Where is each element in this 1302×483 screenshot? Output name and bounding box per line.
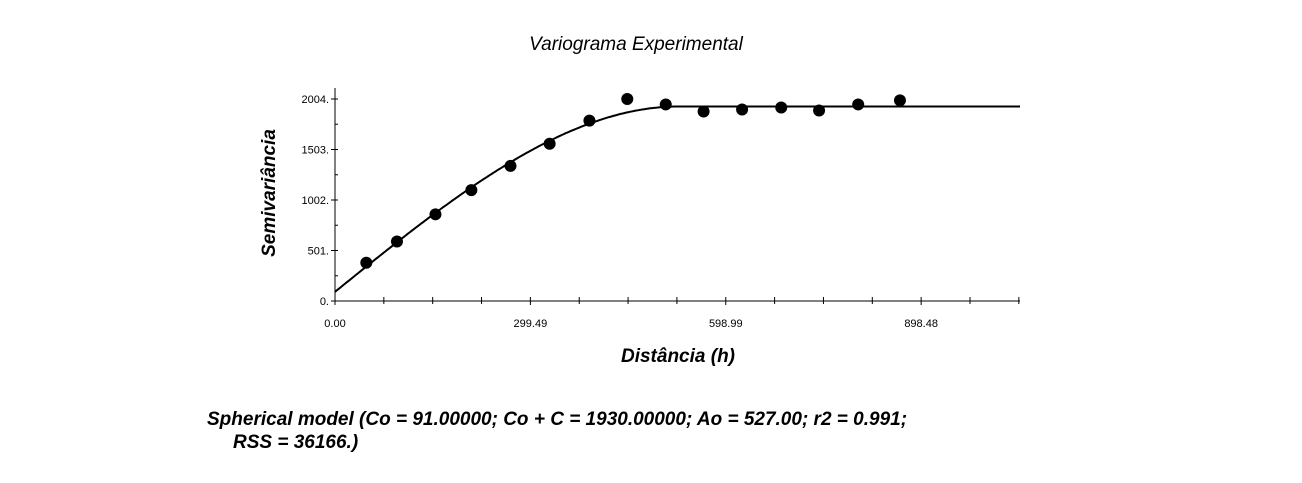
data-point [583, 114, 596, 127]
data-point [390, 235, 403, 248]
x-axis-label: Distância (h) [621, 346, 735, 367]
spherical-model-curve [334, 105, 1020, 293]
data-point [852, 98, 865, 111]
data-point [621, 93, 634, 105]
x-tick-label: 598.99 [709, 318, 743, 330]
x-tick-label: 0.00 [324, 318, 345, 330]
x-tick-label: 299.49 [514, 318, 548, 330]
data-point [893, 94, 906, 107]
y-tick-label: 2004. [301, 94, 329, 106]
model-summary-line-1: Spherical model (Co = 91.00000; Co + C =… [207, 409, 908, 430]
data-point [504, 159, 517, 172]
model-curve-group [334, 105, 1020, 293]
data-points [360, 93, 906, 269]
chart-title: Variograma Experimental [529, 34, 743, 55]
variogram-chart: Variograma Experimental Distância (h) Se… [259, 34, 1020, 367]
data-point [736, 103, 749, 116]
data-point [697, 105, 710, 118]
data-point [360, 256, 373, 269]
axes: 0. 501. 1002. 1503. 2004. 0.00 299.49 598.99 898… [301, 88, 1020, 330]
y-tick-label: 501. [308, 246, 329, 258]
data-point [659, 98, 672, 111]
model-summary: Spherical model (Co = 91.00000; Co + C =… [207, 408, 907, 454]
data-point [543, 137, 556, 150]
data-point [429, 208, 442, 221]
y-tick-label: 0. [320, 296, 329, 308]
y-tick-label: 1002. [301, 195, 329, 207]
data-point [775, 101, 788, 114]
data-point [813, 104, 826, 117]
y-tick-label: 1503. [301, 145, 329, 157]
x-tick-label: 898.48 [904, 318, 938, 330]
data-point [465, 184, 478, 197]
model-summary-line-2: RSS = 36166.) [233, 432, 359, 453]
y-axis-label: Semivariância [259, 129, 280, 257]
